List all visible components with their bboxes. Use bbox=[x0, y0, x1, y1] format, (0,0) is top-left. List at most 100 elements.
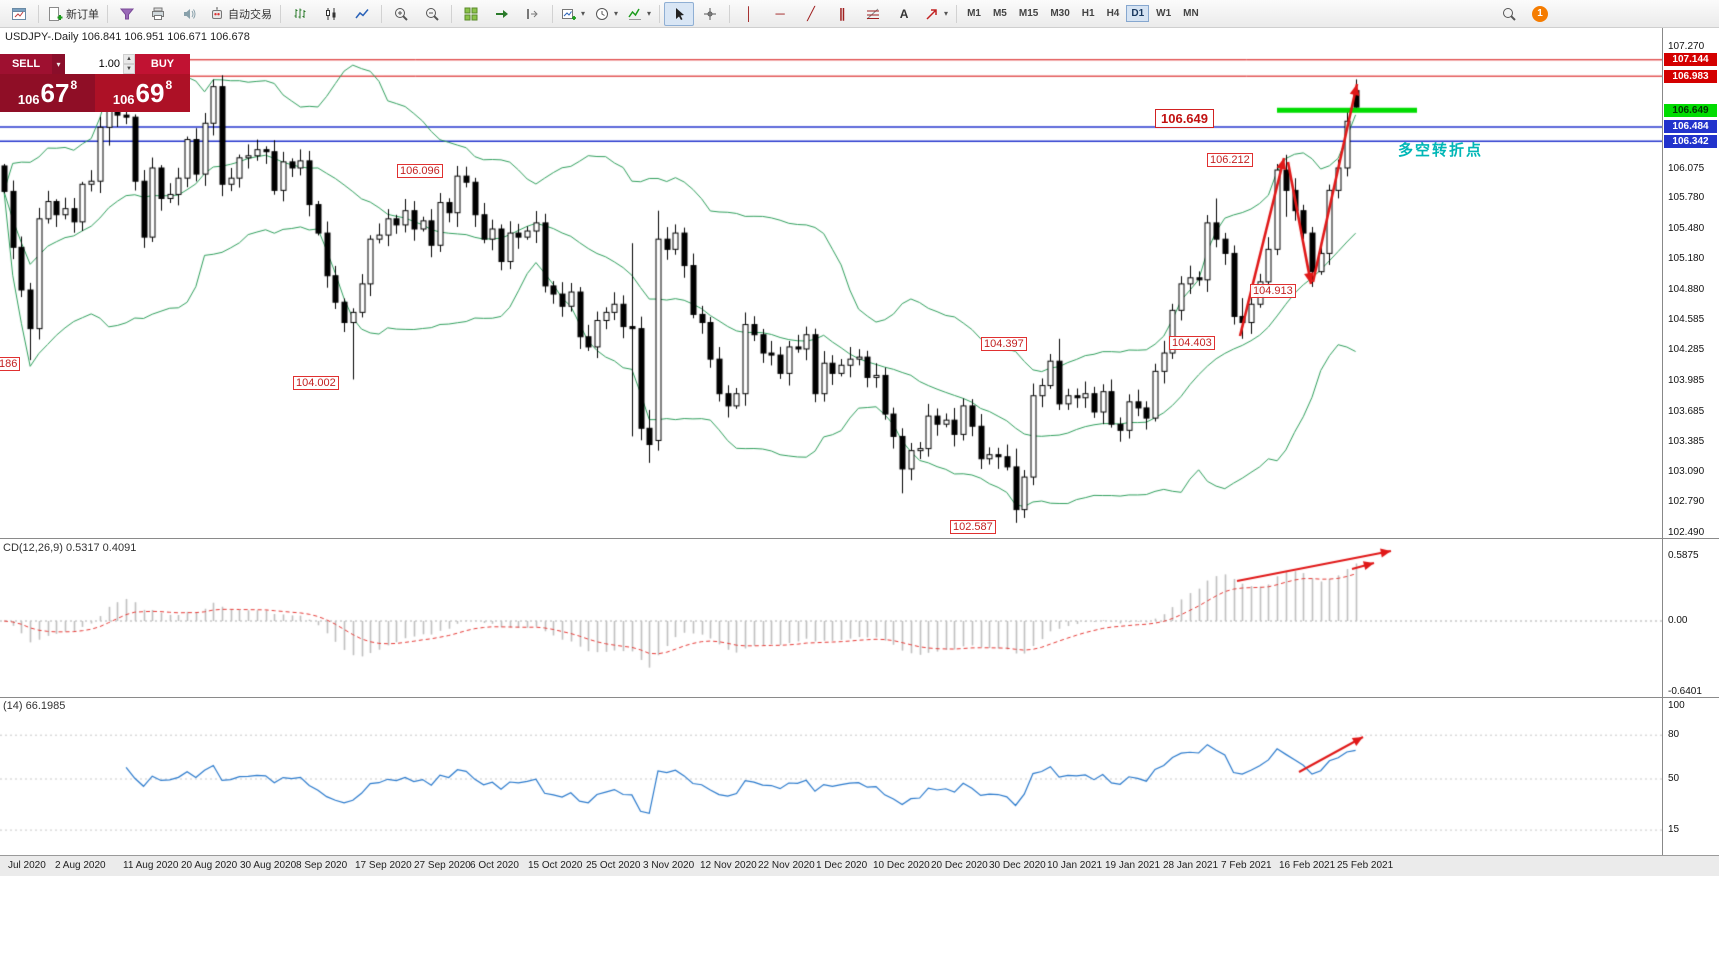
volume-down-icon[interactable]: ▼ bbox=[123, 64, 135, 74]
search-icon[interactable] bbox=[1494, 2, 1524, 26]
time-axis-label: 16 Feb 2021 bbox=[1279, 860, 1336, 871]
time-axis-label: 30 Dec 2020 bbox=[989, 860, 1046, 871]
timeframe-h1[interactable]: H1 bbox=[1081, 8, 1095, 19]
price-scale-label: 104.880 bbox=[1668, 284, 1705, 295]
timeframe-m15[interactable]: M15 bbox=[1018, 8, 1039, 19]
rsi-scale-label: 15 bbox=[1668, 824, 1680, 836]
arrow-tools-button[interactable]: ▾ bbox=[920, 2, 952, 26]
chevron-down-icon: ▾ bbox=[944, 9, 949, 18]
time-axis-label: 25 Feb 2021 bbox=[1337, 860, 1394, 871]
turning-point-text[interactable]: 多空转折点 bbox=[1398, 142, 1484, 159]
price-annotation[interactable]: 102.587 bbox=[950, 520, 996, 534]
price-scale-label: 103.685 bbox=[1668, 405, 1705, 417]
zoom-out-icon[interactable] bbox=[417, 2, 447, 26]
level-annotation-label[interactable]: 106.649 bbox=[1155, 109, 1214, 128]
new-chart-button[interactable]: ▾ bbox=[557, 2, 589, 26]
volume-field-wrap bbox=[65, 54, 123, 74]
sell-button[interactable]: SELL bbox=[0, 54, 52, 74]
price-scale[interactable]: 107.270 106.075 105.780 105.480 105.180 104.8… bbox=[1662, 28, 1719, 875]
time-axis-label: 10 Dec 2020 bbox=[873, 860, 930, 871]
sell-price-display[interactable]: 106 67 8 bbox=[0, 74, 95, 112]
channel-tool[interactable]: ∥ bbox=[838, 5, 846, 21]
price-annotation[interactable]: 104.397 bbox=[981, 337, 1027, 351]
rsi-scale-label: 50 bbox=[1668, 773, 1680, 784]
time-axis-label: 22 Nov 2020 bbox=[758, 860, 815, 871]
bar-chart-icon[interactable] bbox=[285, 2, 315, 26]
clock-icon bbox=[596, 7, 609, 20]
price-annotation[interactable]: 106.096 bbox=[397, 164, 443, 178]
time-axis[interactable]: Jul 2020 2 Aug 2020 11 Aug 2020 20 Aug 2020… bbox=[0, 855, 1719, 876]
time-axis-label: 6 Oct 2020 bbox=[470, 860, 519, 871]
toolbar-separator bbox=[552, 4, 553, 23]
toolbar-separator bbox=[659, 4, 661, 23]
price-annotation[interactable]: 104.403 bbox=[1169, 336, 1215, 350]
buy-price-prefix: 106 bbox=[112, 92, 135, 107]
timeframe-w1[interactable]: W1 bbox=[1156, 8, 1172, 19]
trendline-tool[interactable]: ╱ bbox=[807, 5, 815, 21]
toolbar-separator bbox=[107, 4, 108, 23]
timeframe-m1[interactable]: M1 bbox=[967, 8, 981, 19]
text-label-tool[interactable]: A bbox=[899, 6, 909, 21]
price-chart-canvas[interactable] bbox=[0, 28, 1662, 855]
time-axis-label: 17 Sep 2020 bbox=[355, 860, 412, 871]
buy-price-pipette: 8 bbox=[165, 78, 173, 92]
vertical-line-tool[interactable]: │ bbox=[744, 5, 754, 21]
time-axis-label: 12 Nov 2020 bbox=[700, 860, 757, 871]
tile-windows-icon[interactable] bbox=[456, 2, 486, 26]
candlestick-chart-icon[interactable] bbox=[316, 2, 346, 26]
time-axis-label: 1 Dec 2020 bbox=[816, 860, 868, 871]
period-button[interactable]: ▾ bbox=[590, 2, 622, 26]
chevron-down-icon: ▾ bbox=[647, 9, 652, 18]
horizontal-line-tool[interactable]: ─ bbox=[775, 5, 785, 21]
cursor-tool-button[interactable] bbox=[664, 1, 695, 26]
price-scale-badge: 106.649 bbox=[1664, 103, 1717, 117]
auto-trading-button[interactable]: 自动交易 bbox=[205, 2, 276, 26]
volume-stepper[interactable]: ▲ ▼ bbox=[123, 54, 135, 74]
one-click-trading-widget: SELL ▾ ▲▼ BUY 106 67 8 106 69 8 bbox=[0, 54, 190, 112]
price-scale-badge: 107.144 bbox=[1664, 53, 1717, 67]
sell-caret-icon[interactable]: ▾ bbox=[52, 54, 65, 74]
notification-badge[interactable]: 1 bbox=[1525, 2, 1555, 26]
time-axis-label: 2 Aug 2020 bbox=[55, 860, 106, 871]
timeframe-d1[interactable]: D1 bbox=[1126, 5, 1150, 22]
timeframe-m30[interactable]: M30 bbox=[1050, 8, 1070, 19]
indicators-icon bbox=[628, 8, 642, 20]
price-annotation[interactable]: 106.212 bbox=[1207, 153, 1253, 167]
timeframe-m5[interactable]: M5 bbox=[992, 8, 1007, 19]
volume-input[interactable] bbox=[65, 54, 123, 74]
auto-scroll-icon[interactable] bbox=[487, 2, 517, 26]
zoom-in-icon[interactable] bbox=[386, 2, 416, 26]
volume-up-icon[interactable]: ▲ bbox=[123, 54, 135, 64]
indicators-button[interactable]: ▾ bbox=[623, 2, 655, 26]
chart-window-icon[interactable] bbox=[4, 2, 34, 26]
price-scale-label: 106.075 bbox=[1668, 162, 1705, 174]
printer-icon[interactable] bbox=[143, 2, 173, 26]
time-axis-label: 19 Jan 2021 bbox=[1105, 860, 1161, 871]
price-annotation[interactable]: 186 bbox=[0, 357, 21, 371]
price-scale-label: 105.480 bbox=[1668, 222, 1705, 234]
price-scale-badge: 106.983 bbox=[1664, 69, 1717, 83]
line-chart-icon[interactable] bbox=[347, 2, 377, 26]
toolbar-separator bbox=[729, 4, 731, 23]
panel-separator[interactable] bbox=[0, 538, 1719, 539]
price-scale-label: 103.385 bbox=[1668, 436, 1705, 447]
fibonacci-tool[interactable] bbox=[858, 2, 888, 26]
time-axis-label: Jul 2020 bbox=[8, 860, 46, 871]
funnel-icon[interactable] bbox=[112, 2, 142, 26]
price-annotation[interactable]: 104.913 bbox=[1250, 284, 1296, 298]
panel-separator[interactable] bbox=[0, 697, 1719, 698]
timeframe-mn[interactable]: MN bbox=[1183, 8, 1199, 19]
price-annotation[interactable]: 104.002 bbox=[293, 376, 339, 390]
new-chart-icon bbox=[562, 8, 576, 20]
notification-count: 1 bbox=[1532, 5, 1548, 22]
chart-shift-icon[interactable] bbox=[518, 2, 548, 26]
timeframe-h4[interactable]: H4 bbox=[1106, 8, 1120, 19]
crosshair-tool-button[interactable] bbox=[695, 2, 725, 26]
buy-price-display[interactable]: 106 69 8 bbox=[95, 74, 190, 112]
new-order-button[interactable]: 新订单 bbox=[43, 2, 103, 26]
sound-icon[interactable] bbox=[174, 2, 204, 26]
buy-button[interactable]: BUY bbox=[135, 54, 190, 74]
price-scale-badge: 106.484 bbox=[1664, 120, 1717, 134]
timeframe-row: M1 M5 M15 M30 H1 H4 D1 W1 MN bbox=[961, 5, 1205, 22]
